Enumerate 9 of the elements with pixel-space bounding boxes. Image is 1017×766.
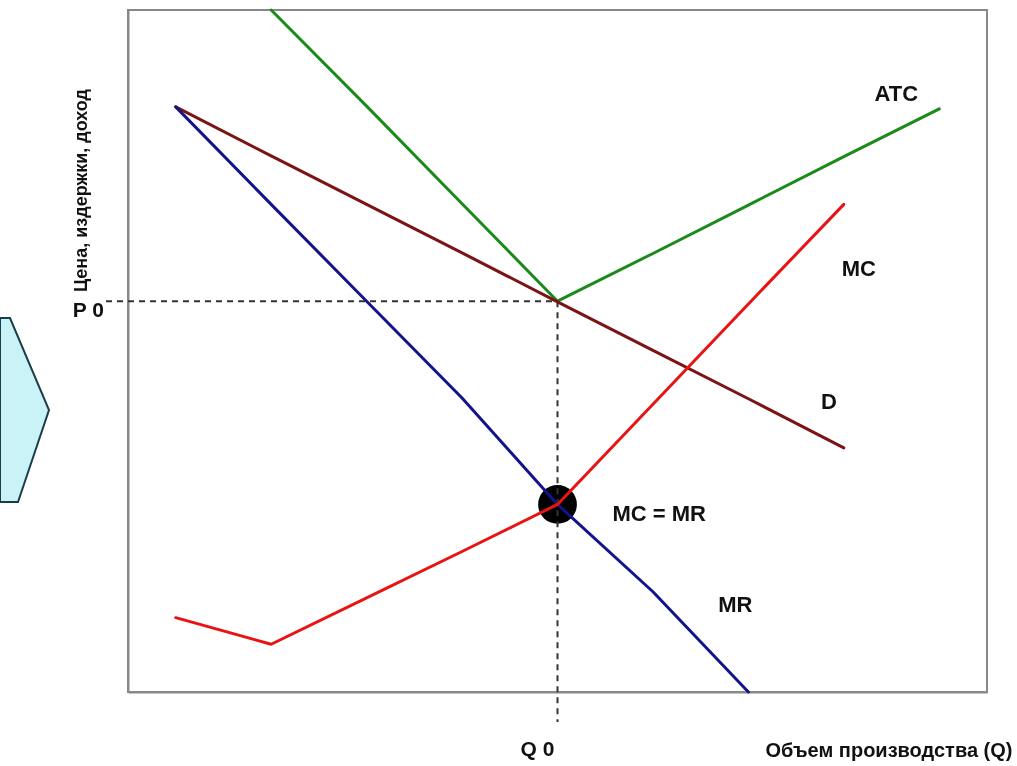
series-label: ATC [874,80,919,106]
y-axis-title: Цена, издержки, доход [70,88,91,293]
ref-line-label: P 0 [72,298,104,322]
series-label: D [820,388,837,414]
text: Q 0 [520,737,555,760]
series-label: MC [841,256,877,282]
annotation: MC = MR [612,501,707,527]
x-axis-title: Объем производства (Q) [765,738,1013,761]
series-label: MR [718,592,753,617]
